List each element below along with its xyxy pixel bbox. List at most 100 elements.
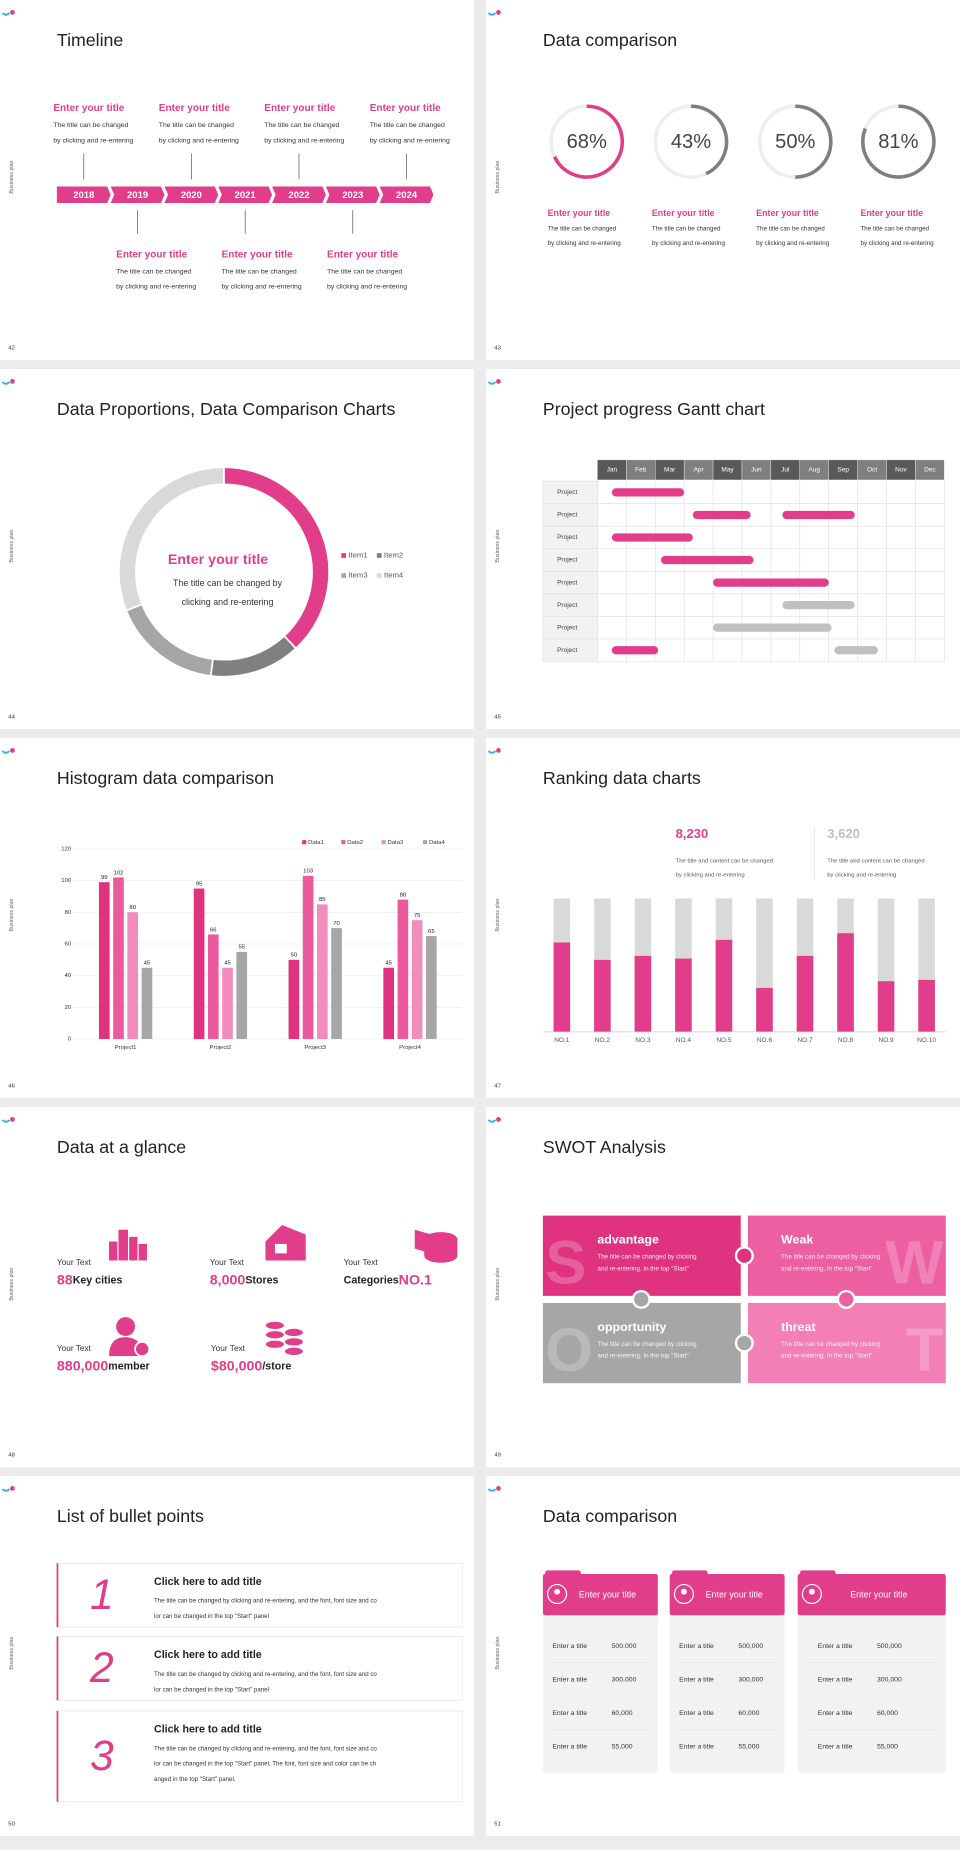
logo [487,1119,497,1123]
logo [10,379,15,384]
slide-background [486,0,960,360]
legend-label: Item4 [384,571,404,580]
card-header [669,1573,785,1616]
slide-title: Data comparison [543,1506,677,1526]
icon [264,1320,304,1356]
row-label: Enter a title [818,1710,853,1717]
side-label: Business plan [495,1267,501,1300]
row-label-cell [542,638,598,662]
legend-label: Item2 [384,551,403,560]
ring-arc [552,104,624,179]
slide-number: 50 [8,1822,15,1828]
slide: Business plan 44 Data Proportions, Data Co… [0,369,474,729]
icon [109,1317,151,1357]
item-unit: /store [262,1360,291,1372]
slide: Business plan 42 Timeline 2018 2019 2020 2021 2… [0,0,474,360]
bar [383,967,395,1039]
row-value: 60,000 [877,1710,898,1717]
list-text: The title can be changed by clicking and… [154,1598,377,1605]
item-text: by clicking and re-entering [652,240,726,247]
puzzle-knob [836,1289,856,1309]
icon-part [118,1229,128,1261]
year-label: 2024 [396,190,418,201]
item-title: Enter your title [222,250,293,261]
year-label: 2020 [181,190,202,201]
side-label: Business plan [9,898,15,931]
side-label: Business plan [495,529,501,562]
card-icon [808,1588,815,1595]
row-label: Enter a title [818,1744,853,1751]
logo [10,10,15,15]
swot-panel [747,1215,946,1296]
bar [193,888,205,1039]
list-box [56,1710,463,1803]
side-label: Business plan [9,1636,15,1669]
row-label: Enter a title [818,1676,853,1683]
value-label: 65 [428,929,435,935]
logo [1,12,11,16]
timeline-segment [379,186,434,204]
legend-swatch [302,840,307,845]
bar [918,979,935,1032]
swot-letter: W [885,1229,943,1298]
card-icon [673,1584,694,1605]
slide: Business plan 46 Histogram data comparison… [0,738,474,1098]
year-label: 2023 [342,190,363,201]
month-label: Feb [635,467,647,474]
puzzle-knob [631,1289,651,1309]
gantt-bar [611,646,659,655]
x-tick-label: NO.8 [838,1037,854,1044]
logo [1,750,11,754]
row-label: Project [557,579,577,586]
month-label: Aug [808,467,820,474]
item-text: by clicking and re-entering [159,137,239,144]
item-value: 8,000Stores [210,1272,279,1288]
slide: Business plan 47 Ranking data charts 8,230 T… [486,738,960,1098]
icon-part [283,1346,304,1356]
slide-number: 48 [8,1453,15,1459]
row-label: Enter a title [679,1710,714,1717]
x-tick-label: Project1 [115,1045,137,1051]
value-label: 103 [303,869,314,875]
swot-letter: T [906,1316,944,1385]
slide-title: Data Proportions, Data Comparison Charts [57,399,396,419]
side-label: Business plan [9,529,15,562]
item-title: Enter your title [548,208,611,218]
icon-part [264,1339,285,1349]
list-title: Click here to add title [154,1724,262,1736]
slide-title: SWOT Analysis [543,1137,666,1157]
list-text: The title can be changed by clicking and… [154,1671,377,1678]
slide-title: Data at a glance [57,1137,186,1157]
value-label: 102 [114,870,124,876]
bar [411,920,423,1039]
item-text: The title can be changed [116,268,191,275]
item-text: by clicking and re-entering [264,137,344,144]
bar [397,899,409,1039]
row-label: Project [557,557,577,564]
ring-arc [690,104,729,176]
list-box [56,1562,463,1628]
legend-label: Data2 [347,840,363,846]
legend-label: Item3 [348,571,367,580]
bar [236,951,248,1039]
puzzle-knob [734,1246,754,1266]
slide-number: 51 [494,1822,501,1828]
row-value: 300,000 [738,1676,763,1683]
row-value: 500,000 [738,1643,763,1650]
item-text: by clicking and re-entering [116,284,196,291]
icon-part [116,1317,136,1336]
swot-text: The title can be changed by clicking [781,1341,881,1348]
card-title: Enter your title [850,1590,907,1600]
icon-part [283,1327,304,1338]
icon-part [414,1229,432,1254]
icon [109,1229,147,1261]
logo [496,748,501,753]
logo [1,1488,11,1492]
year-label: 2018 [73,190,94,201]
bar [756,987,773,1032]
gantt-bar [782,600,855,610]
row-value: 500,000 [877,1643,902,1650]
logo [1,1119,11,1123]
card-header [542,1573,658,1616]
bar [127,912,139,1039]
